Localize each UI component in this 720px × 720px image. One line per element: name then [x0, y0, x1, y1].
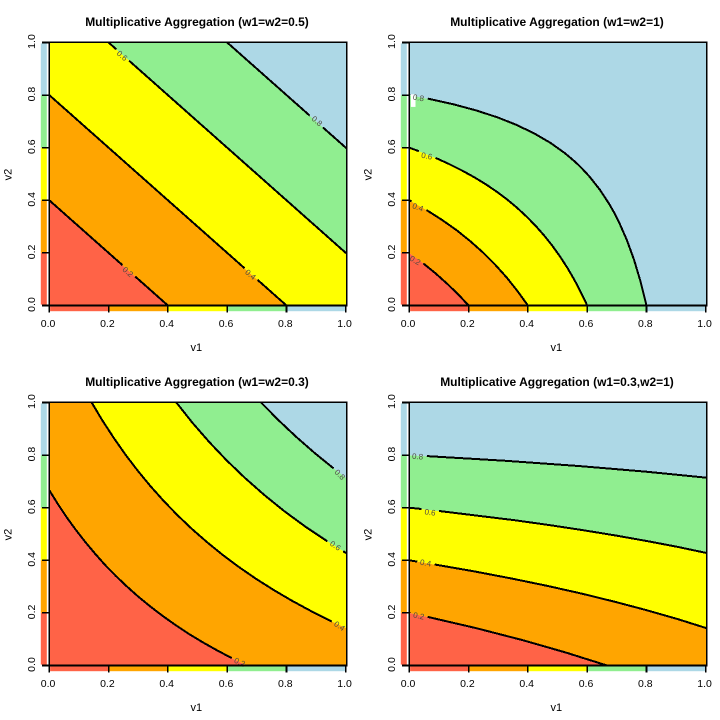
svg-text:0.2: 0.2 — [386, 604, 398, 619]
svg-text:0.2: 0.2 — [26, 244, 38, 259]
svg-text:v1: v1 — [550, 342, 562, 354]
svg-text:0.0: 0.0 — [26, 297, 38, 312]
svg-text:0.6: 0.6 — [579, 318, 594, 330]
svg-text:0.6: 0.6 — [219, 678, 234, 690]
svg-text:0.0: 0.0 — [26, 657, 38, 672]
svg-text:v2: v2 — [363, 169, 375, 181]
svg-text:0.2: 0.2 — [460, 678, 475, 690]
svg-text:1.0: 1.0 — [26, 34, 38, 49]
svg-text:0.0: 0.0 — [386, 297, 398, 312]
svg-text:0.8: 0.8 — [386, 447, 398, 462]
svg-text:1.0: 1.0 — [697, 678, 712, 690]
svg-text:0.2: 0.2 — [26, 604, 38, 619]
svg-text:0.8: 0.8 — [278, 318, 293, 330]
svg-text:0.6: 0.6 — [420, 151, 433, 162]
svg-text:0.6: 0.6 — [579, 678, 594, 690]
svg-text:0.6: 0.6 — [26, 499, 38, 514]
svg-text:0.8: 0.8 — [278, 678, 293, 690]
svg-text:v1: v1 — [550, 702, 562, 714]
svg-text:0.4: 0.4 — [386, 552, 398, 567]
svg-text:0.4: 0.4 — [26, 192, 38, 207]
svg-text:0.8: 0.8 — [638, 318, 653, 330]
svg-text:0.8: 0.8 — [26, 447, 38, 462]
svg-text:0.8: 0.8 — [386, 87, 398, 102]
svg-text:1.0: 1.0 — [386, 34, 398, 49]
svg-text:0.0: 0.0 — [41, 678, 56, 690]
svg-text:0.6: 0.6 — [26, 139, 38, 154]
svg-text:0.6: 0.6 — [386, 139, 398, 154]
svg-text:0.6: 0.6 — [219, 318, 234, 330]
svg-text:0.6: 0.6 — [386, 499, 398, 514]
svg-text:Multiplicative Aggregation (w1: Multiplicative Aggregation (w1=w2=0.3) — [85, 375, 309, 389]
svg-text:0.0: 0.0 — [401, 318, 416, 330]
svg-text:Multiplicative Aggregation (w1: Multiplicative Aggregation (w1=w2=1) — [450, 15, 664, 29]
svg-text:Multiplicative Aggregation (w1: Multiplicative Aggregation (w1=0.3,w2=1) — [440, 375, 674, 389]
svg-text:0.4: 0.4 — [411, 201, 425, 213]
svg-text:0.2: 0.2 — [460, 318, 475, 330]
svg-text:0.2: 0.2 — [412, 611, 425, 622]
svg-text:1.0: 1.0 — [697, 318, 712, 330]
svg-text:v1: v1 — [190, 342, 202, 354]
svg-text:0.4: 0.4 — [26, 552, 38, 567]
svg-text:0.8: 0.8 — [26, 87, 38, 102]
svg-text:0.4: 0.4 — [519, 678, 534, 690]
svg-text:0.0: 0.0 — [386, 657, 398, 672]
svg-text:v1: v1 — [190, 702, 202, 714]
svg-text:0.2: 0.2 — [100, 678, 115, 690]
svg-text:0.4: 0.4 — [159, 318, 174, 330]
svg-text:0.4: 0.4 — [419, 558, 432, 569]
svg-text:0.4: 0.4 — [519, 318, 534, 330]
svg-text:1.0: 1.0 — [386, 394, 398, 409]
svg-text:0.4: 0.4 — [159, 678, 174, 690]
svg-text:v2: v2 — [3, 529, 15, 541]
svg-text:0.4: 0.4 — [386, 192, 398, 207]
svg-text:0.0: 0.0 — [401, 678, 416, 690]
svg-text:0.2: 0.2 — [386, 244, 398, 259]
svg-text:0.8: 0.8 — [412, 93, 425, 104]
svg-text:1.0: 1.0 — [26, 394, 38, 409]
svg-text:1.0: 1.0 — [337, 318, 352, 330]
svg-text:v2: v2 — [3, 169, 15, 181]
svg-text:0.8: 0.8 — [412, 452, 424, 462]
svg-text:0.0: 0.0 — [41, 318, 56, 330]
svg-text:v2: v2 — [363, 529, 375, 541]
svg-text:1.0: 1.0 — [337, 678, 352, 690]
svg-text:0.6: 0.6 — [424, 507, 437, 518]
svg-text:0.2: 0.2 — [100, 318, 115, 330]
svg-text:Multiplicative Aggregation (w1: Multiplicative Aggregation (w1=w2=0.5) — [85, 15, 309, 29]
svg-text:0.8: 0.8 — [638, 678, 653, 690]
